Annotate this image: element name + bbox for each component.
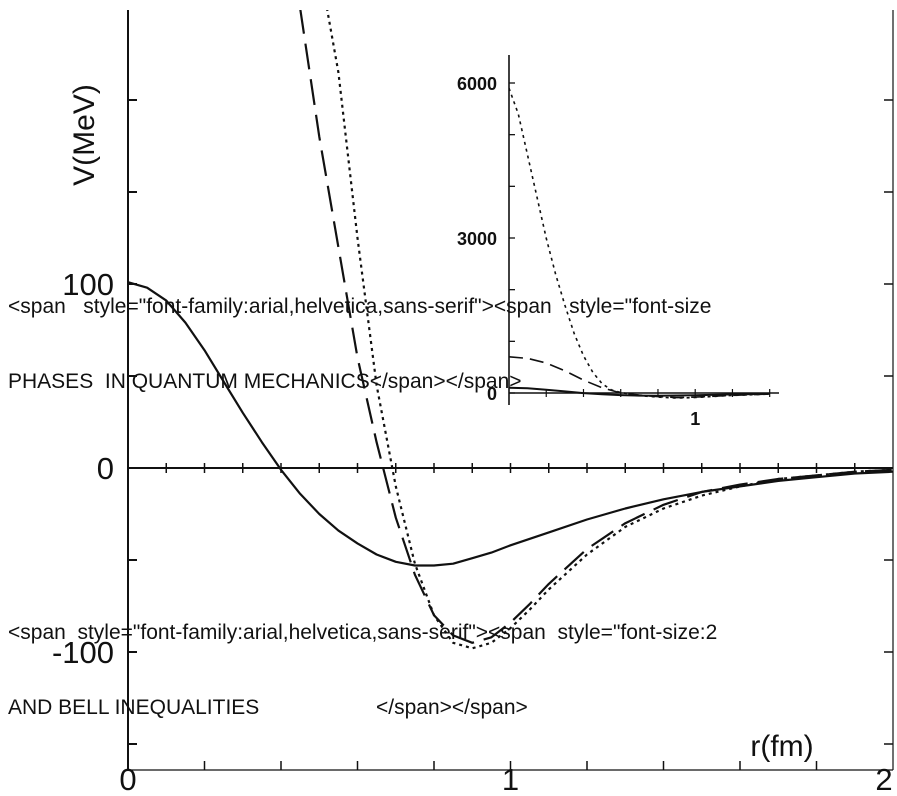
inset-plot: 6000 3000 0 1	[457, 55, 785, 429]
series-line-dashed	[299, 10, 893, 644]
x-tick-label: 0	[119, 762, 136, 796]
overlay-line-1a: <span style="font-family:arial,helvetica…	[8, 295, 712, 318]
inset-y-tick-label: 6000	[457, 74, 497, 94]
y-tick-label: 100	[62, 267, 114, 302]
series-line-dotted	[326, 10, 893, 650]
inset-series-line-dotted	[509, 87, 770, 399]
overlay-line-2b: AND BELL INEQUALITIES </span></span>	[8, 696, 528, 719]
x-axis-label: r(fm)	[750, 730, 813, 763]
x-tick-label: 1	[502, 762, 519, 796]
y-tick-label: -100	[52, 635, 114, 670]
inset-y-tick-label: 0	[487, 384, 497, 404]
inset-background	[509, 55, 785, 408]
overlay-text-2: <span style="font-family:arial,helvetica…	[8, 570, 717, 745]
overlay-line-2a: <span style="font-family:arial,helvetica…	[8, 621, 718, 644]
y-axis-label: V(MeV)	[68, 84, 101, 186]
inset-x-tick-label: 1	[690, 409, 700, 429]
inset-series-line-solid	[509, 386, 770, 397]
inset-y-tick-label: 3000	[457, 229, 497, 249]
x-tick-label: 2	[875, 762, 892, 796]
overlay-text-1: <span style="font-family:arial,helvetica…	[8, 244, 711, 419]
y-tick-label: 0	[97, 451, 114, 486]
overlay-line-1b: PHASES IN QUANTUM MECHANICS</span></span…	[8, 370, 522, 393]
